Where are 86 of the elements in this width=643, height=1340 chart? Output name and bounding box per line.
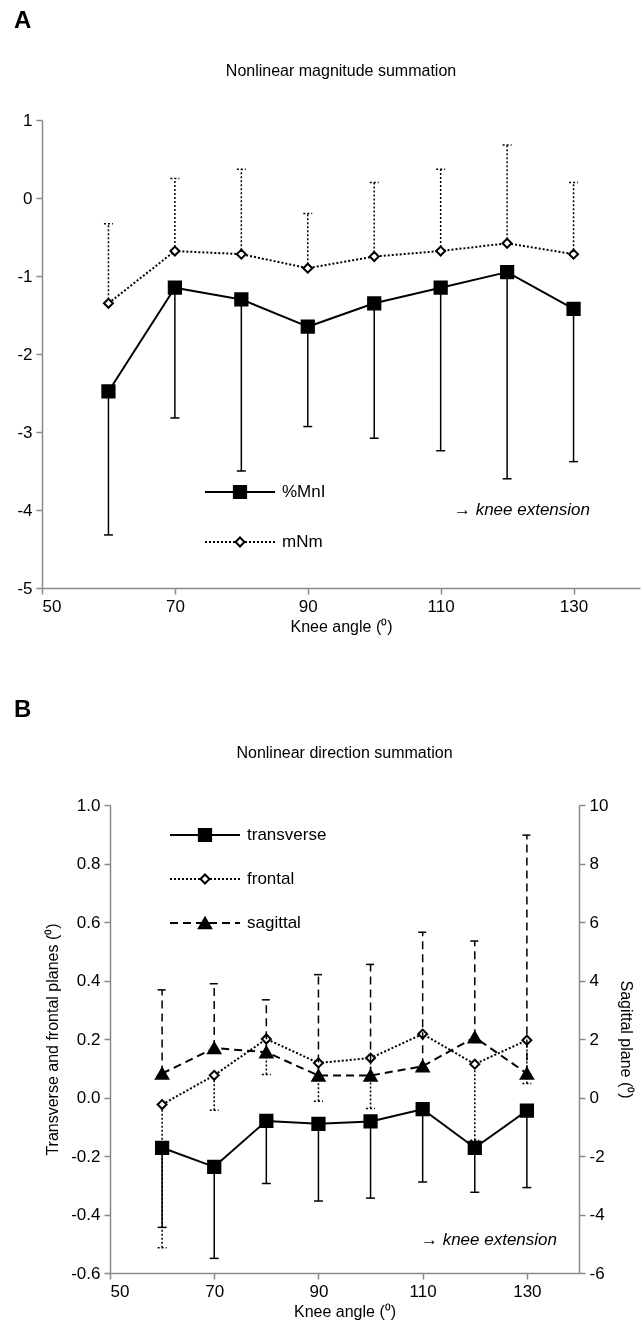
- chart-title: Nonlinear magnitude summation: [225, 62, 457, 79]
- x-tick-label: 130: [513, 1281, 542, 1301]
- y-tick-label: 0.8: [76, 854, 101, 873]
- y-tick-label: -0.2: [71, 1146, 101, 1166]
- x-tick-label: 50: [110, 1281, 130, 1301]
- y-tick-label: -1: [17, 266, 33, 286]
- point: [566, 301, 581, 316]
- point: [311, 1116, 326, 1131]
- point: [234, 292, 249, 307]
- x-tick-label: 70: [165, 596, 185, 616]
- point: [363, 1069, 378, 1082]
- point: [207, 1159, 222, 1174]
- point: [259, 1045, 274, 1059]
- point: [368, 251, 380, 262]
- legend-label: sagittal: [247, 913, 301, 932]
- y2-tick-label: 8: [589, 854, 599, 873]
- y2-tick-label: 10: [589, 795, 609, 815]
- point: [433, 280, 448, 295]
- x-tick-label: 110: [427, 596, 455, 616]
- y-tick-label: -5: [17, 578, 33, 598]
- y-tick-label: 1: [23, 110, 33, 130]
- point: [501, 237, 513, 249]
- point: [259, 1113, 274, 1129]
- point: [499, 264, 515, 280]
- x-axis-title: Knee angle (⁰): [290, 617, 393, 635]
- point: [469, 1058, 481, 1070]
- point: [156, 1099, 168, 1110]
- y2-tick-label: 0: [589, 1088, 599, 1107]
- point: [102, 297, 114, 309]
- point: [154, 1067, 170, 1080]
- y2-tick-label: -4: [589, 1205, 605, 1224]
- x-axis-title: Knee angle (⁰): [293, 1302, 397, 1320]
- point: [435, 245, 447, 257]
- y-tick-label: -2: [17, 344, 33, 364]
- y-axis-title: Transverse and frontal planes (⁰): [44, 923, 62, 1156]
- x-tick-label: 110: [409, 1281, 437, 1301]
- point: [300, 319, 315, 334]
- x-tick-label: 130: [559, 596, 589, 616]
- x-tick-label: 70: [205, 1281, 225, 1301]
- chart-title: Nonlinear direction summation: [236, 744, 453, 761]
- y2-axis-title: Sagittal plane (⁰): [618, 980, 636, 1099]
- y-tick-label: -3: [17, 422, 33, 442]
- point: [568, 248, 580, 260]
- y-tick-label: 0.6: [76, 912, 101, 932]
- point: [169, 245, 181, 257]
- y2-tick-label: 6: [589, 912, 599, 932]
- legend-label: mNm: [282, 532, 323, 551]
- text: A: [14, 6, 32, 34]
- x-tick-label: 50: [42, 596, 62, 616]
- x-tick-label: 90: [309, 1281, 329, 1301]
- y2-tick-label: -6: [589, 1263, 605, 1283]
- legend-label: frontal: [247, 869, 295, 888]
- point: [208, 1069, 220, 1081]
- point: [415, 1059, 430, 1073]
- y-tick-label: 0: [23, 188, 33, 208]
- point: [519, 1067, 535, 1080]
- y2-tick-label: 2: [589, 1029, 599, 1049]
- y-tick-label: 0.4: [76, 971, 101, 990]
- point: [311, 1069, 326, 1082]
- y2-tick-label: 4: [589, 971, 599, 990]
- point: [519, 1103, 535, 1118]
- y-tick-label: -0.6: [71, 1263, 101, 1283]
- y-tick-label: -0.4: [71, 1205, 101, 1224]
- point: [207, 1041, 222, 1055]
- point: [467, 1030, 482, 1044]
- y2-tick-label: -2: [589, 1146, 605, 1166]
- point: [167, 280, 183, 295]
- text: B: [14, 695, 32, 723]
- point: [302, 262, 314, 274]
- point: [260, 1033, 272, 1045]
- point: [363, 1114, 378, 1129]
- y-tick-label: -4: [17, 500, 33, 520]
- point: [415, 1102, 430, 1117]
- y-tick-label: 0.0: [76, 1088, 101, 1107]
- y-tick-label: 0.2: [76, 1029, 101, 1049]
- legend-label: %MnI: [282, 482, 326, 501]
- annotation: → knee extension: [453, 500, 590, 519]
- legend-label: transverse: [247, 825, 327, 844]
- annotation: → knee extension: [420, 1230, 557, 1249]
- point: [467, 1140, 482, 1155]
- point: [101, 384, 116, 399]
- x-tick-label: 90: [298, 596, 318, 616]
- point: [154, 1140, 170, 1155]
- point: [235, 248, 247, 260]
- point: [367, 296, 382, 311]
- y-tick-label: 1.0: [76, 795, 101, 815]
